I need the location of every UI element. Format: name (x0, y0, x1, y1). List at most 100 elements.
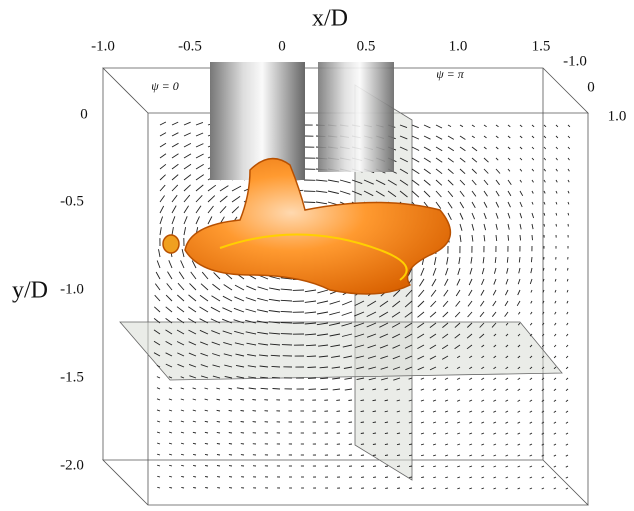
z-tick-label: -1.0 (563, 53, 587, 69)
vector (155, 295, 160, 301)
vector (532, 147, 534, 149)
vector (530, 400, 532, 402)
vector (349, 411, 353, 412)
vector (544, 147, 546, 149)
vector (530, 422, 532, 423)
vector (530, 444, 532, 445)
vector (433, 378, 436, 379)
vector (205, 466, 208, 467)
vector (556, 224, 557, 227)
vector (469, 477, 472, 478)
vector (542, 455, 544, 456)
vector (472, 158, 477, 162)
vector (217, 399, 221, 400)
vector (373, 444, 376, 445)
vector (460, 224, 462, 231)
vector (518, 422, 520, 423)
vector (484, 147, 487, 149)
vector (457, 466, 460, 467)
vector (181, 388, 184, 389)
vector (496, 125, 499, 127)
vector (481, 389, 484, 391)
vector (530, 279, 532, 284)
vector (445, 433, 448, 434)
vector (342, 312, 352, 316)
vector (520, 213, 522, 218)
vector (172, 154, 179, 158)
vector (181, 432, 184, 433)
vector (518, 378, 520, 380)
vector (193, 432, 196, 433)
vector (272, 366, 281, 367)
vector (472, 147, 477, 151)
vector (217, 455, 220, 456)
vector (493, 422, 496, 423)
vector (434, 257, 436, 265)
vector (269, 288, 280, 290)
vector (433, 422, 436, 423)
vector (469, 444, 472, 445)
vector (554, 466, 556, 467)
vector (169, 399, 172, 400)
vector (436, 180, 442, 185)
vector (484, 180, 488, 185)
vector (436, 136, 442, 139)
vector (554, 400, 556, 402)
vector (169, 260, 172, 268)
vector (457, 488, 460, 489)
vector (496, 180, 500, 185)
vector (554, 477, 556, 478)
vector (191, 272, 196, 279)
vector (181, 260, 184, 268)
vector (484, 202, 487, 208)
vector (160, 227, 161, 235)
vector (458, 268, 460, 275)
vector (193, 388, 196, 389)
vector (472, 136, 475, 138)
vector (518, 466, 520, 467)
vector (157, 261, 160, 269)
vector (555, 301, 556, 303)
vector (494, 488, 497, 489)
vector (457, 400, 460, 401)
vector (494, 466, 497, 467)
vector (456, 301, 460, 307)
vector (212, 284, 220, 290)
vector (482, 488, 485, 489)
z-tick-label: 0 (587, 79, 595, 95)
vector (418, 301, 424, 307)
vector (566, 411, 568, 413)
vector (412, 180, 419, 185)
vector (156, 272, 160, 279)
vector (157, 388, 160, 389)
vector (157, 432, 160, 433)
vector (508, 213, 510, 218)
vector (556, 180, 557, 182)
vector (494, 455, 497, 456)
vector (196, 185, 203, 191)
vector (166, 307, 172, 312)
vector (530, 466, 532, 467)
vector (332, 378, 340, 379)
vector (481, 290, 484, 296)
vector (457, 444, 460, 445)
vector (181, 454, 184, 455)
vector (531, 257, 532, 262)
vector (166, 295, 172, 301)
x-tick-label: 1.0 (449, 38, 468, 54)
vector (544, 169, 546, 171)
vector (273, 389, 281, 390)
vector (530, 411, 532, 412)
vector (328, 191, 339, 194)
vector (412, 169, 419, 174)
vector (457, 455, 460, 456)
vector (373, 422, 376, 423)
vector (202, 272, 208, 279)
vector (469, 433, 472, 434)
vector (172, 206, 176, 213)
vector (556, 191, 557, 193)
vector (544, 213, 545, 216)
vector (544, 180, 545, 182)
annotation: ψ = π (436, 67, 465, 81)
vector (172, 133, 178, 136)
